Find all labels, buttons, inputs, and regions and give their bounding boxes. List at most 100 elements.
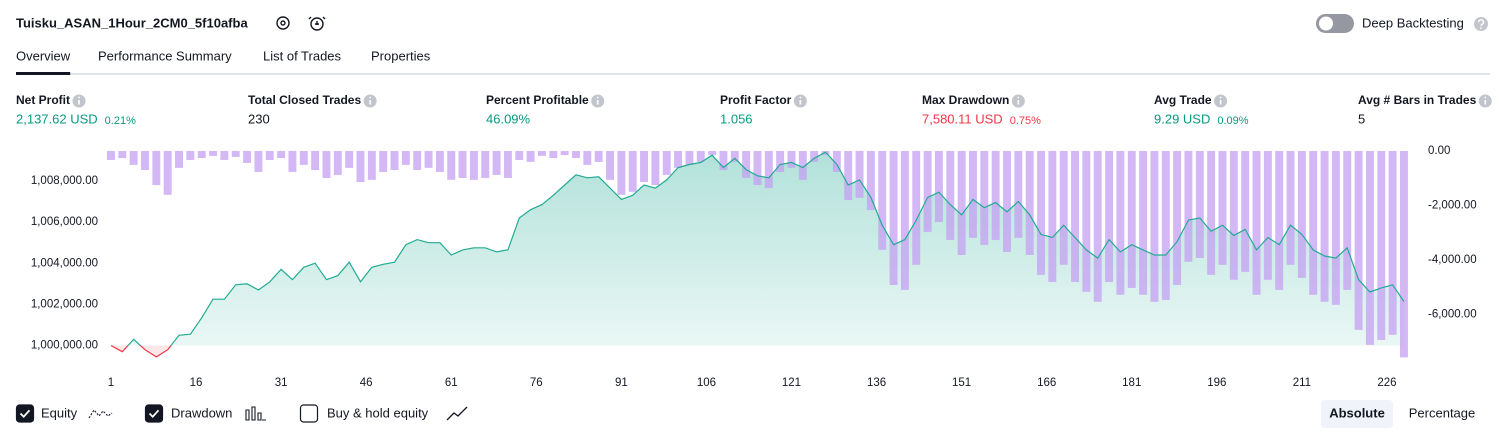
metric-value: 46.09% — [486, 111, 531, 126]
bar-layer — [107, 150, 1408, 358]
drawdown-bar — [1399, 150, 1408, 358]
y-tick-label: 1,000,000.00 — [31, 340, 98, 352]
area-layer — [111, 152, 1404, 357]
drawdown-bar — [708, 150, 717, 156]
metric-change: 0.75% — [1010, 115, 1041, 127]
drawdown-bar — [844, 150, 853, 201]
legend-label[interactable]: Buy & hold equity — [327, 405, 429, 420]
scale-button[interactable]: Absolute — [1329, 405, 1385, 420]
checkbox[interactable] — [15, 404, 35, 423]
drawdown-bar — [572, 150, 580, 159]
metric-change: 0.21% — [105, 115, 136, 127]
drawdown-bar — [152, 150, 161, 186]
drawdown-bar — [481, 150, 490, 178]
drawdown-bar — [787, 150, 796, 168]
drawdown-bar — [1161, 150, 1170, 300]
drawdown-bar — [1037, 150, 1045, 275]
drawdown-bar — [810, 150, 819, 162]
drawdown-bar — [209, 150, 218, 156]
y-tick-label: 1,004,000.00 — [31, 257, 98, 269]
x-tick-label: 196 — [1207, 377, 1226, 389]
drawdown-bar — [946, 150, 955, 241]
drawdown-bar — [435, 150, 444, 172]
metric-value: 5 — [1358, 111, 1365, 126]
drawdown-bar — [118, 150, 127, 159]
drawdown-bar — [855, 150, 864, 198]
metric-value: 2,137.62 USD — [16, 111, 98, 126]
drawdown-bar — [186, 150, 195, 160]
drawdown-bar — [1116, 150, 1125, 295]
drawdown-bar — [379, 150, 388, 172]
metric-label: Avg # Bars in Trades — [1358, 93, 1477, 107]
info-icon-glyph — [1017, 100, 1020, 105]
tab[interactable]: List of Trades — [263, 48, 342, 63]
deep-backtesting-toggle[interactable] — [1316, 14, 1354, 33]
drawdown-bar — [1263, 150, 1272, 280]
scale-button[interactable]: Percentage — [1409, 405, 1476, 420]
drawdown-bar — [1184, 150, 1193, 262]
legend-label[interactable]: Drawdown — [171, 405, 232, 420]
drawdown-bar — [288, 150, 297, 172]
drawdown-bar — [764, 150, 773, 189]
info-icon-dot — [1017, 96, 1020, 99]
toggle-label: Deep Backtesting — [1362, 15, 1464, 30]
metric-change: 0.09% — [1217, 115, 1248, 127]
drawdown-bar — [1139, 150, 1148, 295]
y-tick-label: 1,006,000.00 — [31, 216, 98, 228]
drawdown-bar — [674, 150, 683, 168]
drawdown-bar — [1127, 150, 1136, 288]
drawdown-bar — [390, 150, 399, 171]
checkbox[interactable] — [144, 404, 164, 423]
alert-icon[interactable] — [308, 16, 326, 31]
metric-label: Percent Profitable — [486, 93, 589, 107]
checkbox[interactable] — [299, 404, 319, 423]
drawdown-bar — [1048, 150, 1057, 282]
drawdown-bar — [469, 150, 478, 180]
drawdown-bar — [129, 150, 138, 165]
drawdown-bar — [1082, 150, 1091, 292]
metric-label: Total Closed Trades — [248, 93, 361, 107]
drawdown-bar — [1343, 150, 1352, 290]
drawdown-bar — [1252, 150, 1261, 295]
drawdown-bar — [866, 150, 875, 211]
drawdown-bar — [1207, 150, 1216, 275]
drawdown-bar — [934, 150, 943, 223]
drawdown-bar — [503, 150, 512, 178]
active-scale-button[interactable] — [1321, 400, 1393, 428]
info-icon-dot — [1219, 96, 1222, 99]
help-icon[interactable] — [1474, 17, 1488, 31]
tab[interactable]: Performance Summary — [98, 48, 232, 63]
drawdown-bar — [254, 150, 263, 172]
drawdown-bar — [753, 150, 762, 186]
tab[interactable]: Properties — [371, 48, 431, 63]
drawdown-bar — [912, 150, 921, 265]
x-tick-label: 31 — [275, 377, 288, 389]
x-tick-label: 1 — [108, 377, 114, 389]
info-icon-glyph — [369, 100, 371, 105]
x-tick-label: 91 — [615, 377, 628, 389]
info-icon-glyph — [1219, 100, 1222, 105]
settings-icon[interactable] — [276, 16, 290, 30]
drawdown-bar — [1014, 150, 1023, 238]
y2-tick-label: -6,000.00 — [1428, 308, 1477, 320]
drawdown-bar — [730, 150, 739, 162]
info-icon-dot — [1484, 96, 1487, 99]
drawdown-bar — [1275, 150, 1284, 290]
tab[interactable]: Overview — [16, 48, 71, 63]
x-tick-label: 166 — [1037, 377, 1056, 389]
drawdown-bar — [458, 150, 467, 178]
drawdown-bar — [991, 150, 1000, 241]
line-layer — [110, 151, 1405, 358]
checkmark — [19, 409, 31, 419]
drawdown-bar — [1365, 150, 1374, 345]
drawdown-bar — [141, 150, 149, 171]
drawdown-bar — [243, 150, 252, 163]
metrics: Net Profit 2,137.62 USD 0.21% Total Closed … — [16, 93, 1492, 127]
drawdown-bar — [628, 150, 637, 192]
legend-label[interactable]: Equity — [41, 405, 78, 420]
drawdown-bar — [1059, 150, 1068, 265]
drawdown-bar — [356, 150, 365, 183]
drawdown-bar — [1150, 150, 1159, 302]
drawdown-bar — [1173, 150, 1182, 285]
